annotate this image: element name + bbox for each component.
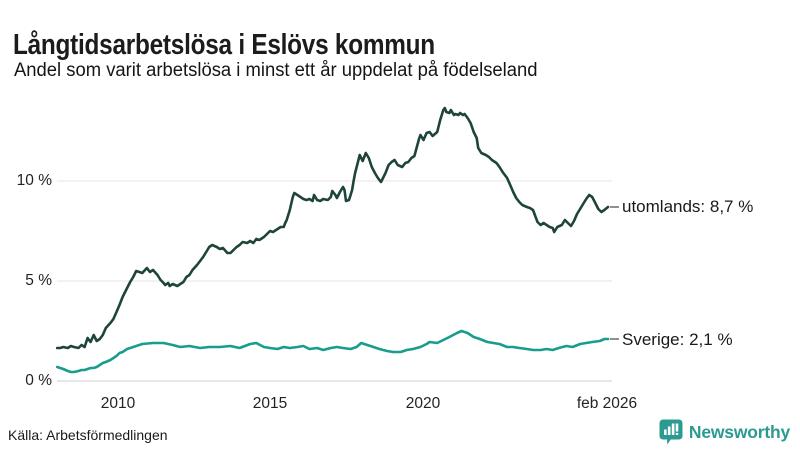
chart-subtitle: Andel som varit arbetslösa i minst ett å… (14, 60, 538, 81)
series-label-sverige: Sverige: 2,1 % (622, 330, 733, 349)
newsworthy-logo[interactable]: Newsworthy (659, 419, 790, 446)
utomlands-label-dash (610, 206, 619, 208)
y-tick-10: 10 % (16, 172, 52, 189)
series-label-utomlands: utomlands: 8,7 % (622, 197, 754, 216)
page-title: Långtidsarbetslösa i Eslövs kommun (13, 29, 435, 62)
source-attribution: Källa: Arbetsförmedlingen (8, 427, 168, 443)
y-tick-0: 0 % (25, 372, 52, 389)
series-line-sverige (55, 329, 610, 374)
series-lines (55, 106, 610, 374)
y-tick-5: 5 % (25, 272, 52, 289)
sverige-label-dash (610, 338, 619, 340)
newsworthy-wordmark: Newsworthy (688, 422, 790, 442)
gridlines (57, 180, 612, 382)
x-tick-feb-2026: feb 2026 (576, 395, 638, 412)
x-tick-2010: 2010 (100, 395, 136, 412)
series-line-utomlands (55, 106, 610, 350)
x-tick-2015: 2015 (252, 395, 288, 412)
bar-chart-speech-bubble-icon (659, 419, 683, 445)
x-tick-2020: 2020 (405, 395, 441, 412)
